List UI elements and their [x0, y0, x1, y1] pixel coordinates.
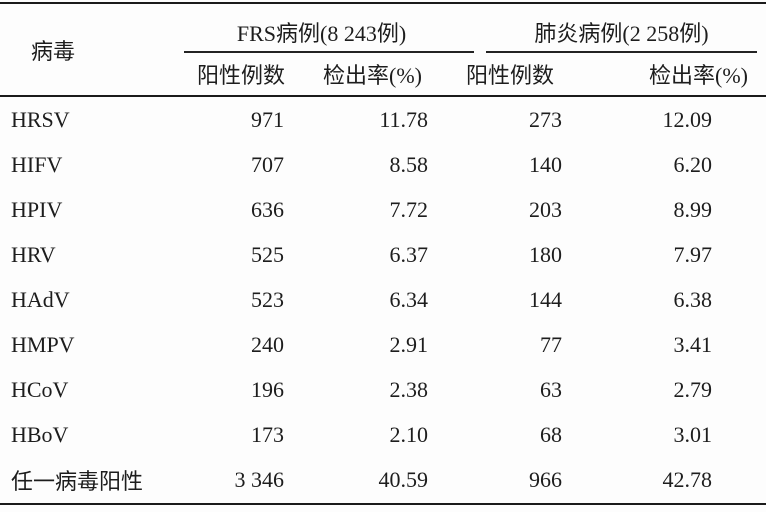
frs-positive-cell: 196 [251, 377, 284, 403]
virus-cell: HMPV [11, 332, 75, 358]
frs-positive-cell: 3 346 [234, 467, 285, 493]
pneumonia-rate-cell: 6.20 [673, 151, 713, 177]
pneumonia-positive-cell: 140 [529, 151, 562, 177]
pneumonia-rate-cell: 6.38 [673, 286, 713, 312]
virus-cell: HPIV [11, 196, 63, 222]
pneumonia-rate-cell: 2.79 [673, 377, 713, 403]
pneumonia-positive-cell: 68 [540, 422, 562, 448]
pneumonia-detection-rate-header: 检出率(%) [649, 63, 748, 88]
virus-cell: HCoV [11, 377, 69, 403]
frs-rate-cell: 40.59 [378, 467, 429, 493]
pneumonia-positive-cell: 273 [529, 106, 562, 132]
frs-rate-cell: 2.91 [389, 332, 429, 358]
frs-rate-cell: 6.37 [389, 241, 429, 267]
pneumonia-positive-count-header: 阳性例数 [465, 63, 554, 88]
table-header: 病毒 FRS病例(8 243例) 肺炎病例(2 258例) 阳性例数 检出率(%… [0, 2, 766, 97]
pneumonia-positive-cell: 63 [540, 377, 562, 403]
frs-rate-cell: 2.38 [389, 377, 429, 403]
virus-cell: HBoV [11, 422, 69, 448]
frs-rate-cell: 2.10 [389, 422, 429, 448]
pneumonia-group-header: 肺炎病例(2 258例) [443, 4, 766, 53]
frs-detection-rate-header: 检出率(%) [323, 63, 422, 88]
pneumonia-rate-cell: 42.78 [662, 467, 713, 493]
frs-positive-cell: 707 [251, 151, 284, 177]
frs-rate-cell: 11.78 [379, 106, 428, 132]
frs-positive-cell: 525 [251, 241, 284, 267]
frs-rate-cell: 7.72 [389, 196, 429, 222]
frs-group-label: FRS病例(8 243例) [236, 20, 407, 46]
frs-rate-cell: 8.58 [389, 151, 429, 177]
frs-rate-cell: 6.34 [389, 286, 429, 312]
pneumonia-positive-cell: 180 [529, 241, 562, 267]
frs-positive-cell: 523 [251, 286, 284, 312]
virus-cell: HAdV [11, 286, 70, 312]
virus-cell: HIFV [11, 151, 63, 177]
pneumonia-rate-cell: 3.41 [673, 332, 713, 358]
pneumonia-rate-cell: 12.09 [662, 106, 713, 132]
pneumonia-positive-cell: 966 [529, 467, 562, 493]
pneumonia-group-label: 肺炎病例(2 258例) [534, 20, 709, 46]
table-body: HRSV 971 11.78 273 12.09 HIFV 707 8.58 1… [0, 97, 766, 505]
pneumonia-rate-cell: 8.99 [673, 196, 713, 222]
pneumonia-positive-cell: 77 [540, 332, 562, 358]
pneumonia-positive-cell: 203 [529, 196, 562, 222]
virus-cell: HRV [11, 241, 56, 267]
pneumonia-rate-cell: 3.01 [673, 422, 713, 448]
pneumonia-rate-cell: 7.97 [673, 241, 713, 267]
virus-cell: HRSV [11, 106, 70, 132]
frs-positive-count-header: 阳性例数 [196, 63, 285, 88]
frs-positive-cell: 240 [251, 332, 284, 358]
frs-group-header: FRS病例(8 243例) [180, 4, 474, 53]
virus-column-header: 病毒 [31, 38, 76, 64]
virus-cell: 任一病毒阳性 [11, 469, 144, 495]
frs-positive-cell: 636 [251, 196, 284, 222]
frs-positive-cell: 971 [251, 106, 284, 132]
frs-positive-cell: 173 [251, 422, 284, 448]
pneumonia-positive-cell: 144 [529, 286, 562, 312]
